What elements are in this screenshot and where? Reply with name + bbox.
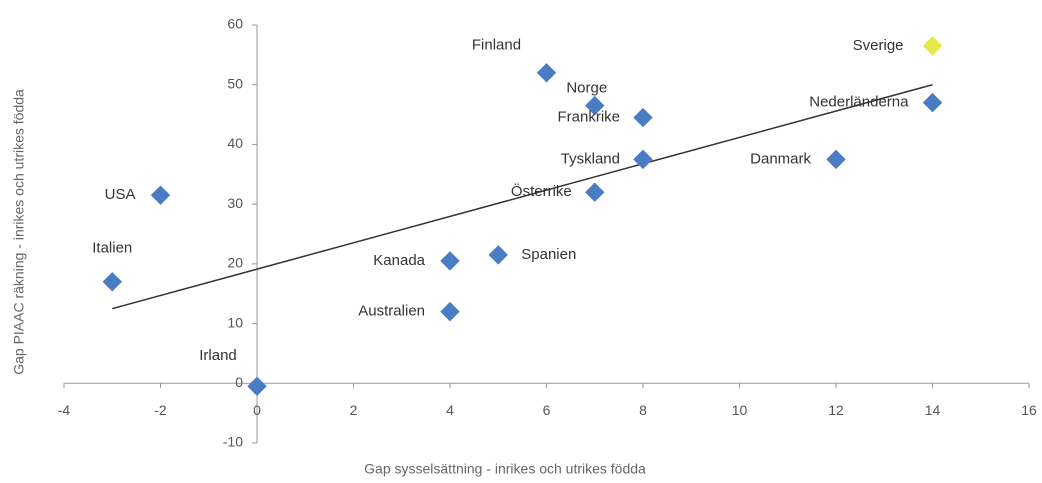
- x-tick-label: 16: [1021, 402, 1037, 418]
- point: [585, 95, 605, 116]
- x-tick-label: 6: [543, 402, 551, 418]
- y-tick-label: 20: [227, 255, 243, 271]
- point-label: Norge: [566, 80, 607, 97]
- point-label: Spanien: [521, 246, 576, 263]
- point-label: Frankrike: [557, 109, 620, 126]
- y-tick-label: 30: [227, 195, 243, 211]
- point: [633, 107, 653, 128]
- x-tick-label: 4: [446, 402, 454, 418]
- y-tick-label: -10: [223, 434, 243, 450]
- y-tick-label: 10: [227, 314, 243, 330]
- y-axis-title: Gap PIAAC räkning - inrikes och utrikes …: [11, 89, 27, 375]
- y-tick-label: 0: [235, 374, 243, 390]
- x-tick-label: 8: [639, 402, 647, 418]
- point: [826, 149, 846, 170]
- point: [488, 245, 508, 265]
- x-tick-label: -2: [154, 402, 167, 418]
- point: [585, 182, 605, 202]
- point: [922, 92, 943, 113]
- point: [440, 301, 460, 322]
- trendline: [112, 83, 933, 310]
- point-label: USA: [105, 186, 136, 203]
- point-label: Finland: [472, 37, 521, 54]
- x-tick-label: 12: [828, 402, 844, 418]
- y-tick-label: 60: [227, 16, 243, 32]
- point-label: Irland: [199, 347, 237, 364]
- point-label: Österrike: [511, 182, 572, 200]
- point: [150, 185, 171, 205]
- x-tick-label: 2: [350, 402, 358, 418]
- point-label: Australien: [358, 303, 425, 320]
- x-tick-label: -4: [58, 402, 71, 418]
- y-tick-label: 50: [227, 75, 243, 91]
- point-label: Sverige: [853, 37, 904, 54]
- x-tick-label: 0: [253, 402, 261, 418]
- point: [247, 376, 267, 396]
- point-label: Danmark: [750, 150, 811, 167]
- point: [922, 36, 943, 56]
- y-tick-label: 40: [227, 135, 243, 151]
- point-label: Tyskland: [561, 150, 620, 167]
- point-label: Kanada: [373, 252, 425, 269]
- point-label: Nederländerna: [809, 94, 909, 111]
- point: [633, 149, 653, 170]
- point: [102, 272, 122, 292]
- point: [536, 63, 557, 83]
- x-tick-label: 14: [925, 402, 941, 418]
- x-tick-label: 10: [732, 402, 748, 418]
- point: [440, 251, 460, 271]
- point-label: Italien: [92, 240, 132, 257]
- x-axis-title: Gap sysselsättning - inrikes och utrikes…: [364, 461, 646, 477]
